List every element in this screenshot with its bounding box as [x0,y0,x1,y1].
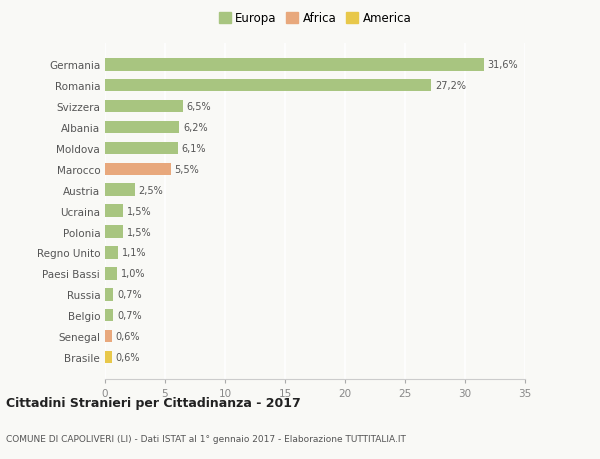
Bar [105,184,135,196]
Bar [105,268,117,280]
Text: 1,5%: 1,5% [127,227,151,237]
Text: 2,5%: 2,5% [139,185,163,195]
Bar [105,80,431,92]
Bar [105,246,118,259]
Text: 6,1%: 6,1% [182,144,206,154]
Bar [105,309,113,322]
Bar [105,205,123,218]
Text: 6,5%: 6,5% [187,102,211,112]
Text: 31,6%: 31,6% [488,60,518,70]
Bar [105,163,171,176]
Legend: Europa, Africa, America: Europa, Africa, America [217,10,413,28]
Bar [105,330,112,342]
Bar [105,288,113,301]
Text: COMUNE DI CAPOLIVERI (LI) - Dati ISTAT al 1° gennaio 2017 - Elaborazione TUTTITA: COMUNE DI CAPOLIVERI (LI) - Dati ISTAT a… [6,434,406,442]
Bar [105,101,183,113]
Bar [105,351,112,364]
Bar [105,122,179,134]
Text: 0,7%: 0,7% [117,310,142,320]
Text: 0,7%: 0,7% [117,290,142,300]
Text: 5,5%: 5,5% [175,164,199,174]
Text: 1,5%: 1,5% [127,206,151,216]
Text: 0,6%: 0,6% [116,352,140,362]
Text: 0,6%: 0,6% [116,331,140,341]
Text: 6,2%: 6,2% [183,123,208,133]
Text: 1,0%: 1,0% [121,269,145,279]
Text: 1,1%: 1,1% [122,248,146,258]
Bar [105,226,123,238]
Bar [105,59,484,71]
Text: Cittadini Stranieri per Cittadinanza - 2017: Cittadini Stranieri per Cittadinanza - 2… [6,396,301,409]
Bar [105,142,178,155]
Text: 27,2%: 27,2% [435,81,466,91]
